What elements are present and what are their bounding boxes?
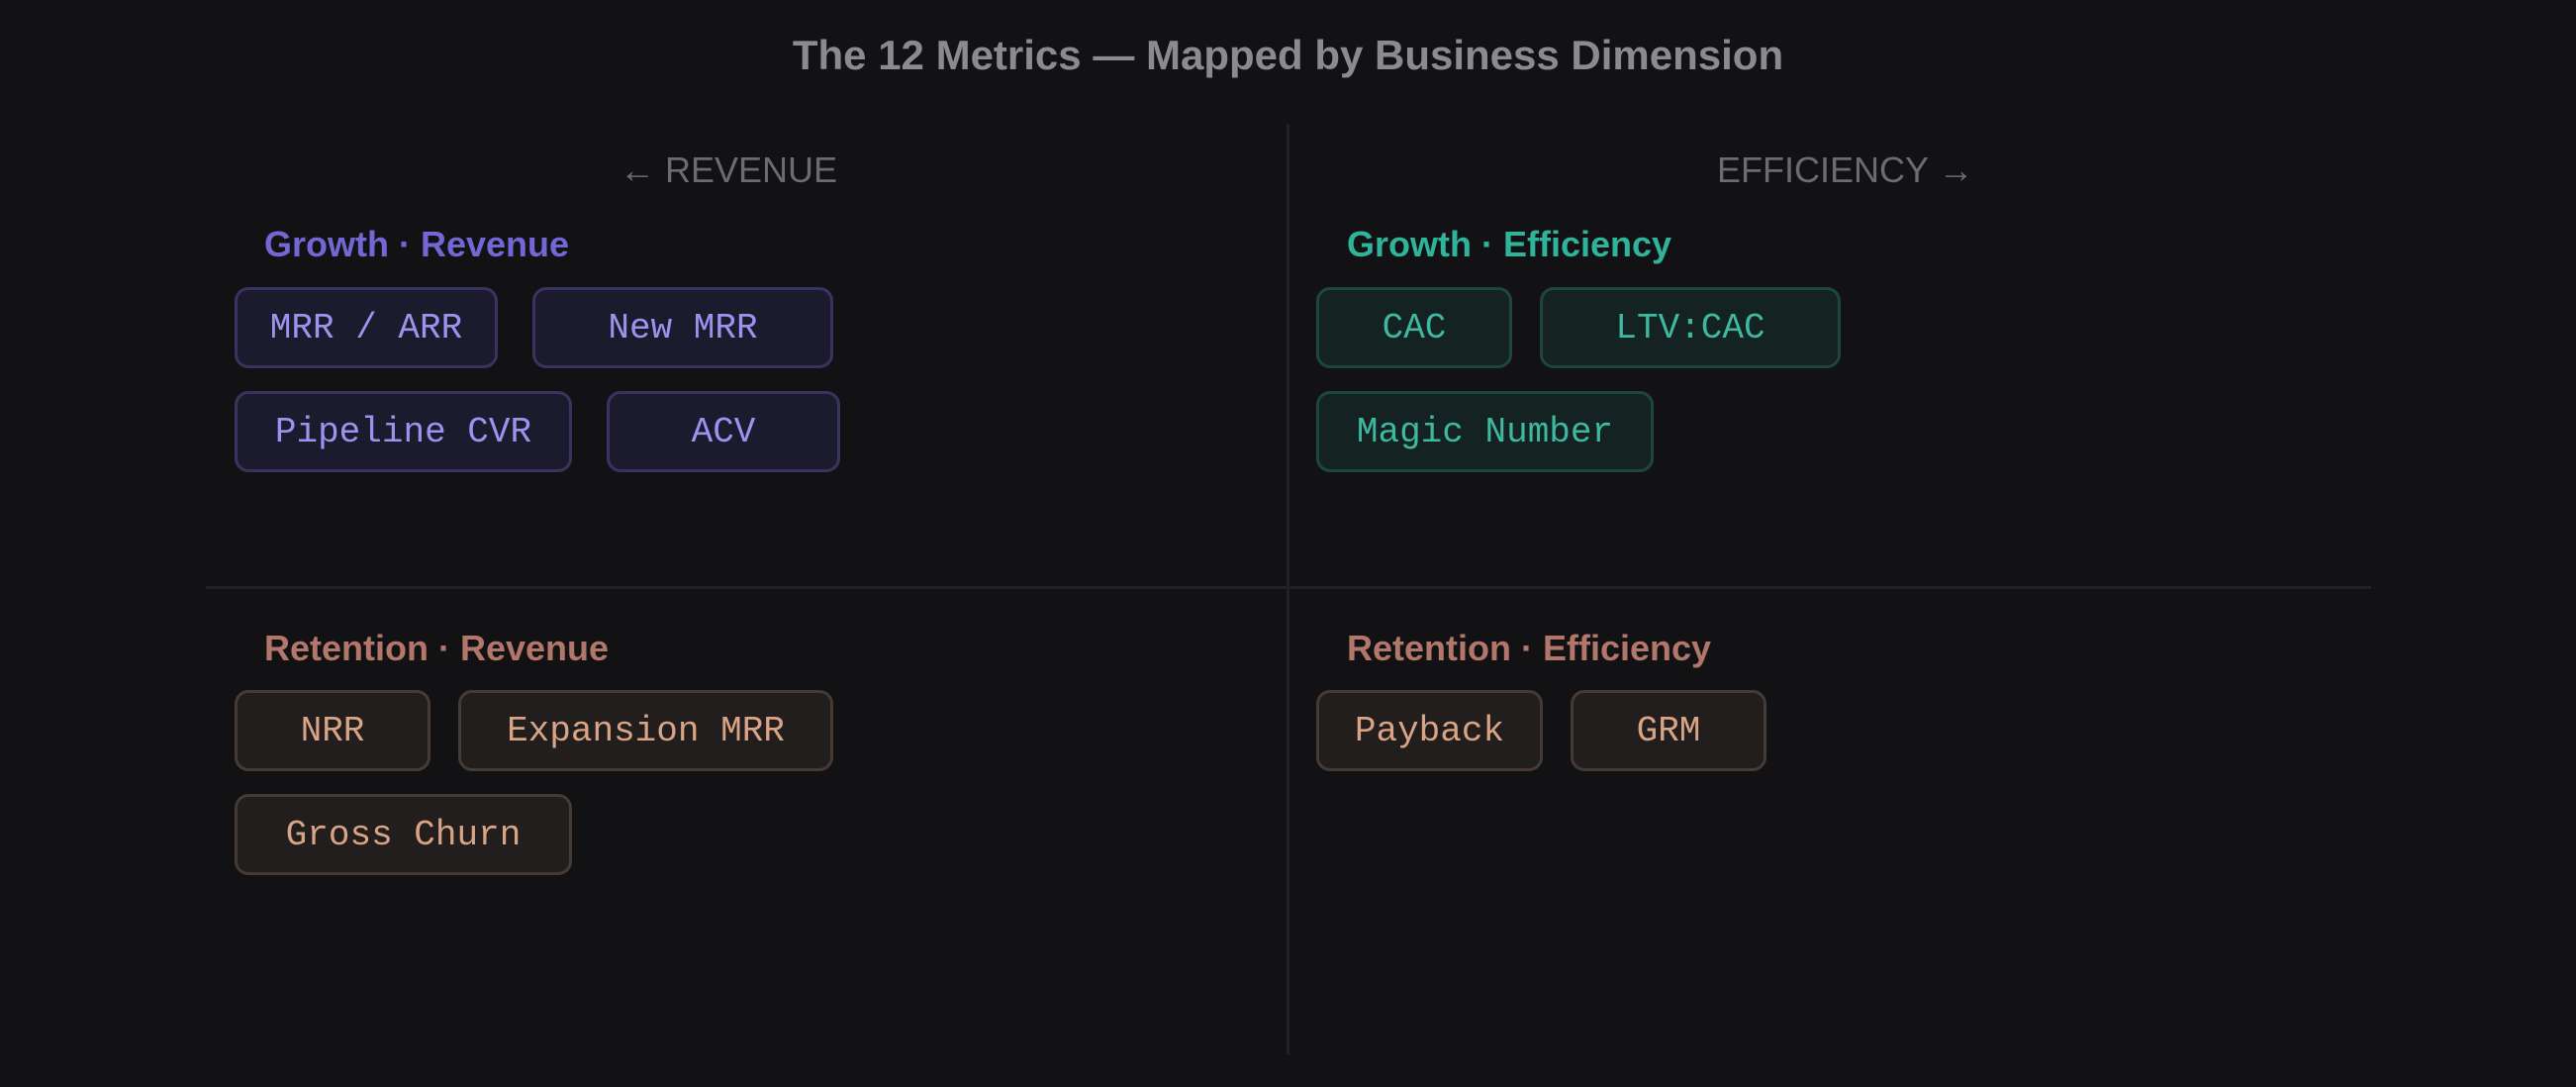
quadrant-label-growth-revenue: Growth · Revenue xyxy=(264,224,570,264)
axis-label-revenue: ← REVENUE xyxy=(620,149,838,190)
metric-chip-ltv-cac: LTV:CAC xyxy=(1540,287,1841,368)
metric-chip-nrr: NRR xyxy=(235,690,430,771)
metric-chip-payback: Payback xyxy=(1316,690,1543,771)
metric-chip-gross-churn: Gross Churn xyxy=(235,794,572,875)
metric-chip-grm: GRM xyxy=(1571,690,1766,771)
quadrant-label-retention-revenue: Retention · Revenue xyxy=(264,628,610,668)
metric-chip-mrr-arr: MRR / ARR xyxy=(235,287,498,368)
metric-chip-magic-number: Magic Number xyxy=(1316,391,1654,472)
vertical-divider xyxy=(1287,124,1289,1054)
page-title: The 12 Metrics — Mapped by Business Dime… xyxy=(792,32,1784,78)
horizontal-divider xyxy=(206,586,2371,589)
metric-chip-cac: CAC xyxy=(1316,287,1512,368)
metric-chip-new-mrr: New MRR xyxy=(532,287,833,368)
metric-chip-expansion-mrr: Expansion MRR xyxy=(458,690,833,771)
quadrant-label-growth-efficiency: Growth · Efficiency xyxy=(1347,224,1672,264)
metric-chip-pipeline-cvr: Pipeline CVR xyxy=(235,391,572,472)
metric-chip-acv: ACV xyxy=(607,391,840,472)
quadrant-label-retention-efficiency: Retention · Efficiency xyxy=(1347,628,1712,668)
axis-label-efficiency: EFFICIENCY → xyxy=(1717,149,1974,190)
